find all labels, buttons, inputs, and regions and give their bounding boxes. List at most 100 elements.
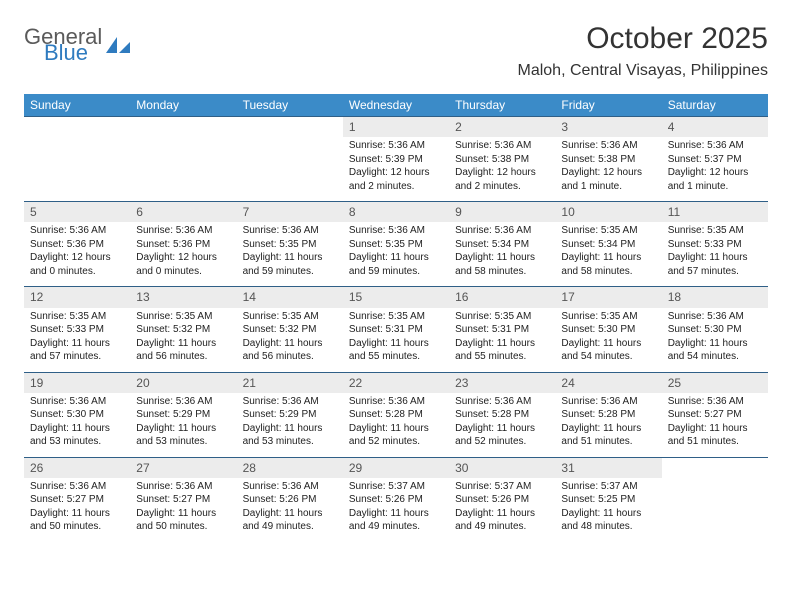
- day-number-cell: 31: [555, 457, 661, 478]
- sunset-text: Sunset: 5:35 PM: [349, 238, 443, 252]
- day-number-cell: 28: [237, 457, 343, 478]
- day-number-cell: [662, 457, 768, 478]
- day-details-cell: Sunrise: 5:36 AMSunset: 5:26 PMDaylight:…: [237, 478, 343, 542]
- day-number-cell: 14: [237, 287, 343, 308]
- day-number-cell: 23: [449, 372, 555, 393]
- sunrise-text: Sunrise: 5:36 AM: [668, 310, 762, 324]
- sunrise-text: Sunrise: 5:36 AM: [561, 139, 655, 153]
- sunset-text: Sunset: 5:25 PM: [561, 493, 655, 507]
- day-details-row: Sunrise: 5:36 AMSunset: 5:30 PMDaylight:…: [24, 393, 768, 458]
- sunrise-text: Sunrise: 5:36 AM: [349, 224, 443, 238]
- daylight-text: Daylight: 11 hours and 49 minutes.: [243, 507, 337, 534]
- daylight-text: Daylight: 11 hours and 49 minutes.: [455, 507, 549, 534]
- day-number-cell: 29: [343, 457, 449, 478]
- daylight-text: Daylight: 12 hours and 2 minutes.: [455, 166, 549, 193]
- sunrise-text: Sunrise: 5:36 AM: [668, 139, 762, 153]
- day-number-cell: 11: [662, 202, 768, 223]
- daylight-text: Daylight: 11 hours and 54 minutes.: [561, 337, 655, 364]
- sunset-text: Sunset: 5:36 PM: [30, 238, 124, 252]
- sunset-text: Sunset: 5:28 PM: [561, 408, 655, 422]
- sunset-text: Sunset: 5:38 PM: [455, 153, 549, 167]
- day-number-cell: 1: [343, 117, 449, 138]
- daylight-text: Daylight: 11 hours and 53 minutes.: [136, 422, 230, 449]
- day-details-cell: [24, 137, 130, 202]
- day-details-cell: Sunrise: 5:35 AMSunset: 5:33 PMDaylight:…: [662, 222, 768, 287]
- day-details-cell: Sunrise: 5:37 AMSunset: 5:25 PMDaylight:…: [555, 478, 661, 542]
- brand-text-blue: Blue: [44, 42, 102, 64]
- day-number-cell: 2: [449, 117, 555, 138]
- calendar-table: Sunday Monday Tuesday Wednesday Thursday…: [24, 94, 768, 542]
- day-details-cell: Sunrise: 5:36 AMSunset: 5:36 PMDaylight:…: [130, 222, 236, 287]
- title-block: October 2025 Maloh, Central Visayas, Phi…: [518, 22, 769, 80]
- daylight-text: Daylight: 12 hours and 2 minutes.: [349, 166, 443, 193]
- day-number-cell: 7: [237, 202, 343, 223]
- sunrise-text: Sunrise: 5:36 AM: [455, 139, 549, 153]
- month-title: October 2025: [518, 22, 769, 56]
- sunrise-text: Sunrise: 5:35 AM: [668, 224, 762, 238]
- sunset-text: Sunset: 5:32 PM: [136, 323, 230, 337]
- sunset-text: Sunset: 5:31 PM: [455, 323, 549, 337]
- sunrise-text: Sunrise: 5:36 AM: [136, 224, 230, 238]
- daylight-text: Daylight: 11 hours and 51 minutes.: [561, 422, 655, 449]
- day-details-cell: Sunrise: 5:36 AMSunset: 5:28 PMDaylight:…: [449, 393, 555, 458]
- daylight-text: Daylight: 11 hours and 58 minutes.: [455, 251, 549, 278]
- day-details-cell: Sunrise: 5:36 AMSunset: 5:35 PMDaylight:…: [237, 222, 343, 287]
- day-number-row: 12131415161718: [24, 287, 768, 308]
- location-text: Maloh, Central Visayas, Philippines: [518, 62, 769, 80]
- day-details-cell: Sunrise: 5:35 AMSunset: 5:33 PMDaylight:…: [24, 308, 130, 373]
- sunset-text: Sunset: 5:39 PM: [349, 153, 443, 167]
- daylight-text: Daylight: 12 hours and 1 minute.: [561, 166, 655, 193]
- day-number-cell: 4: [662, 117, 768, 138]
- sunrise-text: Sunrise: 5:36 AM: [136, 395, 230, 409]
- day-number-cell: [130, 117, 236, 138]
- sunset-text: Sunset: 5:30 PM: [561, 323, 655, 337]
- sunset-text: Sunset: 5:35 PM: [243, 238, 337, 252]
- day-number-row: 1234: [24, 117, 768, 138]
- sunrise-text: Sunrise: 5:37 AM: [561, 480, 655, 494]
- day-number-cell: 17: [555, 287, 661, 308]
- daylight-text: Daylight: 12 hours and 1 minute.: [668, 166, 762, 193]
- daylight-text: Daylight: 11 hours and 50 minutes.: [30, 507, 124, 534]
- day-details-cell: Sunrise: 5:36 AMSunset: 5:29 PMDaylight:…: [130, 393, 236, 458]
- day-details-cell: Sunrise: 5:36 AMSunset: 5:27 PMDaylight:…: [24, 478, 130, 542]
- day-details-cell: Sunrise: 5:36 AMSunset: 5:36 PMDaylight:…: [24, 222, 130, 287]
- day-details-row: Sunrise: 5:36 AMSunset: 5:39 PMDaylight:…: [24, 137, 768, 202]
- daylight-text: Daylight: 11 hours and 54 minutes.: [668, 337, 762, 364]
- day-details-cell: Sunrise: 5:36 AMSunset: 5:27 PMDaylight:…: [662, 393, 768, 458]
- day-details-cell: [662, 478, 768, 542]
- day-header: Monday: [130, 94, 236, 117]
- brand-sail-icon: [106, 35, 132, 60]
- sunset-text: Sunset: 5:28 PM: [349, 408, 443, 422]
- daylight-text: Daylight: 11 hours and 58 minutes.: [561, 251, 655, 278]
- brand-logo: General Blue: [24, 26, 132, 64]
- daylight-text: Daylight: 11 hours and 51 minutes.: [668, 422, 762, 449]
- day-number-cell: 8: [343, 202, 449, 223]
- sunrise-text: Sunrise: 5:36 AM: [30, 395, 124, 409]
- daylight-text: Daylight: 12 hours and 0 minutes.: [30, 251, 124, 278]
- day-number-cell: 10: [555, 202, 661, 223]
- day-details-cell: Sunrise: 5:35 AMSunset: 5:31 PMDaylight:…: [449, 308, 555, 373]
- day-details-cell: Sunrise: 5:36 AMSunset: 5:28 PMDaylight:…: [555, 393, 661, 458]
- day-number-cell: 9: [449, 202, 555, 223]
- day-details-row: Sunrise: 5:36 AMSunset: 5:36 PMDaylight:…: [24, 222, 768, 287]
- day-details-cell: Sunrise: 5:36 AMSunset: 5:30 PMDaylight:…: [24, 393, 130, 458]
- sunrise-text: Sunrise: 5:35 AM: [243, 310, 337, 324]
- day-number-cell: 25: [662, 372, 768, 393]
- header: General Blue October 2025 Maloh, Central…: [24, 22, 768, 80]
- sunrise-text: Sunrise: 5:36 AM: [30, 224, 124, 238]
- daylight-text: Daylight: 11 hours and 56 minutes.: [136, 337, 230, 364]
- day-details-cell: Sunrise: 5:36 AMSunset: 5:34 PMDaylight:…: [449, 222, 555, 287]
- sunset-text: Sunset: 5:34 PM: [561, 238, 655, 252]
- daylight-text: Daylight: 11 hours and 52 minutes.: [349, 422, 443, 449]
- day-details-cell: Sunrise: 5:35 AMSunset: 5:30 PMDaylight:…: [555, 308, 661, 373]
- sunset-text: Sunset: 5:30 PM: [30, 408, 124, 422]
- sunset-text: Sunset: 5:32 PM: [243, 323, 337, 337]
- day-number-cell: 22: [343, 372, 449, 393]
- day-number-cell: 26: [24, 457, 130, 478]
- day-details-cell: Sunrise: 5:35 AMSunset: 5:31 PMDaylight:…: [343, 308, 449, 373]
- sunrise-text: Sunrise: 5:36 AM: [668, 395, 762, 409]
- day-header: Tuesday: [237, 94, 343, 117]
- sunset-text: Sunset: 5:38 PM: [561, 153, 655, 167]
- sunset-text: Sunset: 5:27 PM: [668, 408, 762, 422]
- day-details-cell: Sunrise: 5:36 AMSunset: 5:30 PMDaylight:…: [662, 308, 768, 373]
